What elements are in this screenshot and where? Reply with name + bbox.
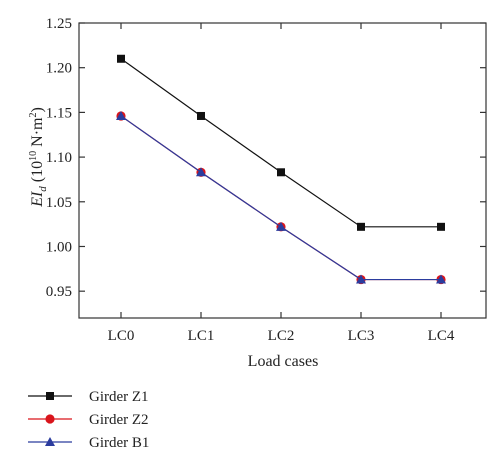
y-axis-title-main: EI xyxy=(29,191,46,208)
data-point xyxy=(276,221,286,231)
plot-frame xyxy=(78,22,487,319)
y-tick-label: 1.00 xyxy=(46,239,72,255)
data-point xyxy=(117,54,125,63)
x-axis-title: Load cases xyxy=(248,353,319,370)
x-tick-label: LC4 xyxy=(428,328,455,344)
y-axis-ticks: 0.95 1.00 1.05 1.10 1.15 1.20 1.25 xyxy=(46,16,486,300)
x-tick-label: LC3 xyxy=(348,328,375,344)
series-girder-z2 xyxy=(116,111,446,285)
y-axis-title-unit-close: N·m xyxy=(29,117,46,151)
series-line xyxy=(120,115,441,281)
x-tick-label: LC1 xyxy=(188,328,215,344)
y-tick-label: 1.15 xyxy=(46,105,72,121)
legend: Girder Z1 Girder Z2 Girder B1 xyxy=(28,389,149,451)
data-point xyxy=(116,110,126,120)
data-point xyxy=(357,222,365,231)
data-point xyxy=(197,111,205,120)
data-point xyxy=(356,274,366,284)
series-girder-z1 xyxy=(117,54,445,231)
x-tick-label: LC0 xyxy=(108,328,135,344)
x-axis-ticks: LC0 LC1 LC2 LC3 LC4 xyxy=(108,23,455,344)
x-tick-label: LC2 xyxy=(268,328,295,344)
series-layer xyxy=(116,54,446,285)
y-tick-label: 0.95 xyxy=(46,284,72,300)
legend-label: Girder Z1 xyxy=(89,389,149,405)
y-axis-title-unit-exp2: 2 xyxy=(28,113,39,118)
y-tick-label: 1.20 xyxy=(46,61,72,77)
legend-item: Girder Z1 xyxy=(28,389,149,405)
data-point xyxy=(437,222,445,231)
legend-item: Girder Z2 xyxy=(28,412,149,428)
series-girder-b1 xyxy=(116,110,446,284)
y-axis-title: EId (1010 N·m2) xyxy=(28,107,49,208)
plot-axes xyxy=(78,22,487,319)
legend-label: Girder Z2 xyxy=(89,412,149,428)
y-tick-label: 1.10 xyxy=(46,150,72,166)
y-axis-title-sub: d xyxy=(37,186,49,192)
y-tick-label: 1.05 xyxy=(46,195,72,211)
legend-label: Girder B1 xyxy=(89,435,149,451)
y-axis-title-unit-end: ) xyxy=(29,107,46,112)
series-line xyxy=(120,58,441,228)
y-axis-title-unit-open: (10 xyxy=(29,161,46,186)
data-point xyxy=(196,167,206,177)
data-point xyxy=(277,168,285,177)
legend-marker xyxy=(45,414,55,424)
legend-item: Girder B1 xyxy=(28,435,149,451)
svg-text:EId (1010 N·m2): EId (1010 N·m2) xyxy=(28,107,49,208)
legend-marker xyxy=(46,392,54,400)
y-tick-label: 1.25 xyxy=(46,16,72,32)
series-line xyxy=(120,115,441,281)
y-axis-title-unit-exp: 10 xyxy=(28,151,39,161)
legend-marker xyxy=(45,437,55,446)
data-point xyxy=(436,274,446,284)
